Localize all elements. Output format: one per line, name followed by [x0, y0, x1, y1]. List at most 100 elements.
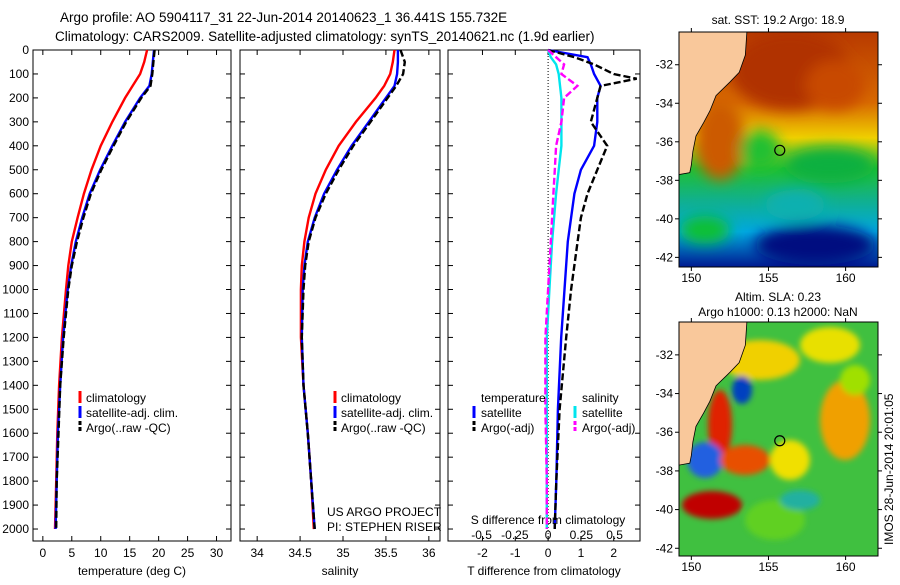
x-tick-label: 1 [578, 546, 585, 560]
depth-tick-label: 1300 [2, 354, 29, 368]
lat-tick-label: -40 [656, 212, 674, 226]
lat-tick-label: -42 [656, 250, 674, 264]
lat-tick-label: -38 [656, 464, 674, 478]
depth-tick-label: 1400 [2, 378, 29, 392]
series-line-argo-raw-qc- [300, 49, 407, 530]
credit-project: US ARGO PROJECT [327, 505, 442, 519]
x-tick-label: 34 [250, 546, 264, 560]
x-tick-label: 36 [422, 546, 436, 560]
s-tick-label: -0.25 [501, 528, 529, 542]
lon-tick-label: 150 [681, 560, 701, 574]
lat-tick-label: -38 [656, 173, 674, 187]
imos-timestamp: IMOS 28-Jun-2014 20:01:05 [882, 393, 896, 545]
sla-eddy [682, 491, 742, 519]
temperature-panel: 0100200300400500600700800900100011001200… [2, 43, 232, 578]
legend-label: satellite-adj. clim. [86, 406, 178, 420]
lon-tick-label: 155 [758, 560, 778, 574]
lat-tick-label: -32 [656, 58, 674, 72]
legend-heading-salinity: salinity [582, 391, 619, 405]
depth-tick-label: 200 [9, 91, 29, 105]
depth-tick-label: 1800 [2, 474, 29, 488]
depth-tick-label: 400 [9, 139, 29, 153]
sla-map-subtitle: Argo h1000: 0.13 h2000: NaN [698, 305, 857, 319]
depth-tick-label: 0 [22, 43, 29, 57]
lon-tick-label: 160 [836, 271, 856, 285]
series-line-argo-raw-qc- [55, 49, 156, 530]
sla-eddy [780, 490, 820, 510]
x-axis-label: T difference from climatology [467, 564, 621, 578]
sla-eddy [708, 390, 732, 460]
sla-eddy [770, 440, 810, 480]
x-tick-label: 20 [152, 546, 166, 560]
x-tick-label: 25 [181, 546, 195, 560]
lat-tick-label: -36 [656, 425, 674, 439]
figure-title-line2: Climatology: CARS2009. Satellite-adjuste… [55, 29, 595, 44]
sla-map: 150 155 160 -32 -34 -36 -38 -40 -42 Altim. SLA: 0… [656, 290, 882, 574]
depth-tick-label: 900 [9, 259, 29, 273]
series-line-argo-adj--temperature [547, 48, 637, 530]
x-tick-label: 35.5 [374, 546, 398, 560]
sla-eddy [800, 327, 860, 363]
difference-panel: -2 -1 0 1 2 T difference from climatology -0.5… [447, 48, 641, 578]
series-line-satellite-temperature [547, 48, 602, 530]
s-tick-label: 0.5 [606, 528, 623, 542]
legend-label: Argo(..raw -QC) [86, 421, 171, 435]
x-tick-label: -2 [477, 546, 488, 560]
legend-label: Argo(-adj) [582, 421, 635, 435]
x-tick-label: 35 [336, 546, 350, 560]
depth-tick-label: 1700 [2, 450, 29, 464]
lon-tick-label: 160 [836, 560, 856, 574]
sst-feature [680, 216, 730, 244]
x-tick-label: -1 [510, 546, 521, 560]
depth-tick-label: 500 [9, 163, 29, 177]
depth-tick-label: 600 [9, 187, 29, 201]
lat-tick-label: -40 [656, 503, 674, 517]
depth-tick-label: 1100 [3, 306, 29, 320]
sst-feature [740, 130, 780, 170]
x-tick-label: 15 [123, 546, 137, 560]
x-tick-label: 34.5 [288, 546, 312, 560]
sst-map-field [679, 32, 878, 267]
legend-heading-temperature: temperature [481, 391, 546, 405]
lat-tick-label: -42 [656, 541, 674, 555]
series-line-satellite-salinity [545, 49, 563, 529]
sla-eddy [820, 380, 870, 460]
x-tick-label: 5 [68, 546, 75, 560]
legend-label: Argo(..raw -QC) [341, 421, 426, 435]
depth-tick-label: 1600 [2, 426, 29, 440]
sst-feature [785, 147, 875, 183]
sla-eddy [732, 376, 752, 404]
figure-title-line1: Argo profile: AO 5904117_31 22-Jun-2014 … [60, 10, 507, 25]
sst-feature [695, 100, 745, 180]
credit-pi: PI: STEPHEN RISER [327, 520, 442, 534]
series-line-argo-adj--salinity [544, 49, 580, 529]
lat-tick-label: -34 [656, 387, 674, 401]
argo-float-marker [774, 435, 786, 447]
sst-feature [765, 190, 825, 220]
map-frame [678, 31, 879, 268]
depth-tick-label: 700 [9, 211, 29, 225]
legend-label: climatology [341, 391, 401, 405]
x-tick-label: 0 [545, 546, 552, 560]
salinity-panel: 34 34.5 35 35.5 36 salinity climatologysatelli… [239, 49, 441, 578]
lon-tick-label: 150 [681, 271, 701, 285]
sst-feature [805, 60, 865, 110]
x-tick-label: 0 [39, 546, 46, 560]
x-axis-label: salinity [322, 564, 359, 578]
legend-label: satellite [582, 406, 623, 420]
lat-tick-label: -32 [656, 348, 674, 362]
depth-tick-label: 1200 [2, 330, 29, 344]
map-frame [678, 321, 879, 557]
lat-tick-label: -34 [656, 96, 674, 110]
sst-map-title: sat. SST: 19.2 Argo: 18.9 [712, 13, 845, 27]
sla-eddy [720, 445, 770, 475]
sla-eddy [687, 442, 723, 478]
depth-tick-label: 800 [9, 235, 29, 249]
depth-tick-label: 300 [9, 115, 29, 129]
depth-tick-label: 2000 [2, 522, 29, 536]
s-tick-label: 0.25 [570, 528, 594, 542]
s-tick-label: 0 [545, 528, 552, 542]
x-tick-label: 2 [610, 546, 617, 560]
temperature-axes-box [32, 49, 232, 542]
